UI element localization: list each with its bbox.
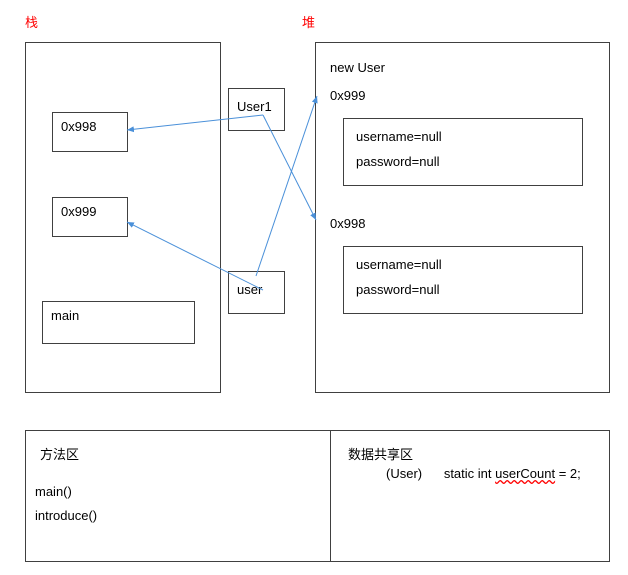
heap-obj2-line2: password=null [356, 282, 570, 297]
mid-user-text: user [237, 282, 262, 297]
heap-label: 堆 [302, 12, 315, 31]
heap-obj2: username=null password=null [343, 246, 583, 314]
bottom-divider [330, 430, 331, 562]
stack-box-1: 0x998 [52, 112, 128, 152]
heap-obj2-line1: username=null [356, 257, 570, 272]
mid-user1-text: User1 [237, 99, 272, 114]
stack-box-2-text: 0x999 [61, 204, 96, 219]
mid-box-user: user [228, 271, 285, 314]
shared-var: userCount [495, 466, 555, 481]
stack-box-main: main [42, 301, 195, 344]
method2: introduce() [35, 508, 97, 523]
shared-decl-line: (User) static int userCount = 2; [386, 466, 581, 481]
heap-obj1-line1: username=null [356, 129, 570, 144]
bottom-container [25, 430, 610, 562]
stack-box-1-text: 0x998 [61, 119, 96, 134]
stack-label: 栈 [25, 12, 38, 31]
heap-title: new User [330, 60, 385, 75]
mid-box-user1: User1 [228, 88, 285, 131]
heap-obj1: username=null password=null [343, 118, 583, 186]
shared-val: = 2; [555, 466, 581, 481]
shared-decl: static int [444, 466, 495, 481]
method-area-title: 方法区 [40, 444, 79, 463]
heap-addr2: 0x998 [330, 216, 365, 231]
heap-addr1: 0x999 [330, 88, 365, 103]
shared-area-title: 数据共享区 [348, 444, 413, 463]
shared-prefix: (User) [386, 466, 422, 481]
method1: main() [35, 484, 72, 499]
stack-box-2: 0x999 [52, 197, 128, 237]
stack-box-main-text: main [51, 308, 79, 323]
heap-obj1-line2: password=null [356, 154, 570, 169]
